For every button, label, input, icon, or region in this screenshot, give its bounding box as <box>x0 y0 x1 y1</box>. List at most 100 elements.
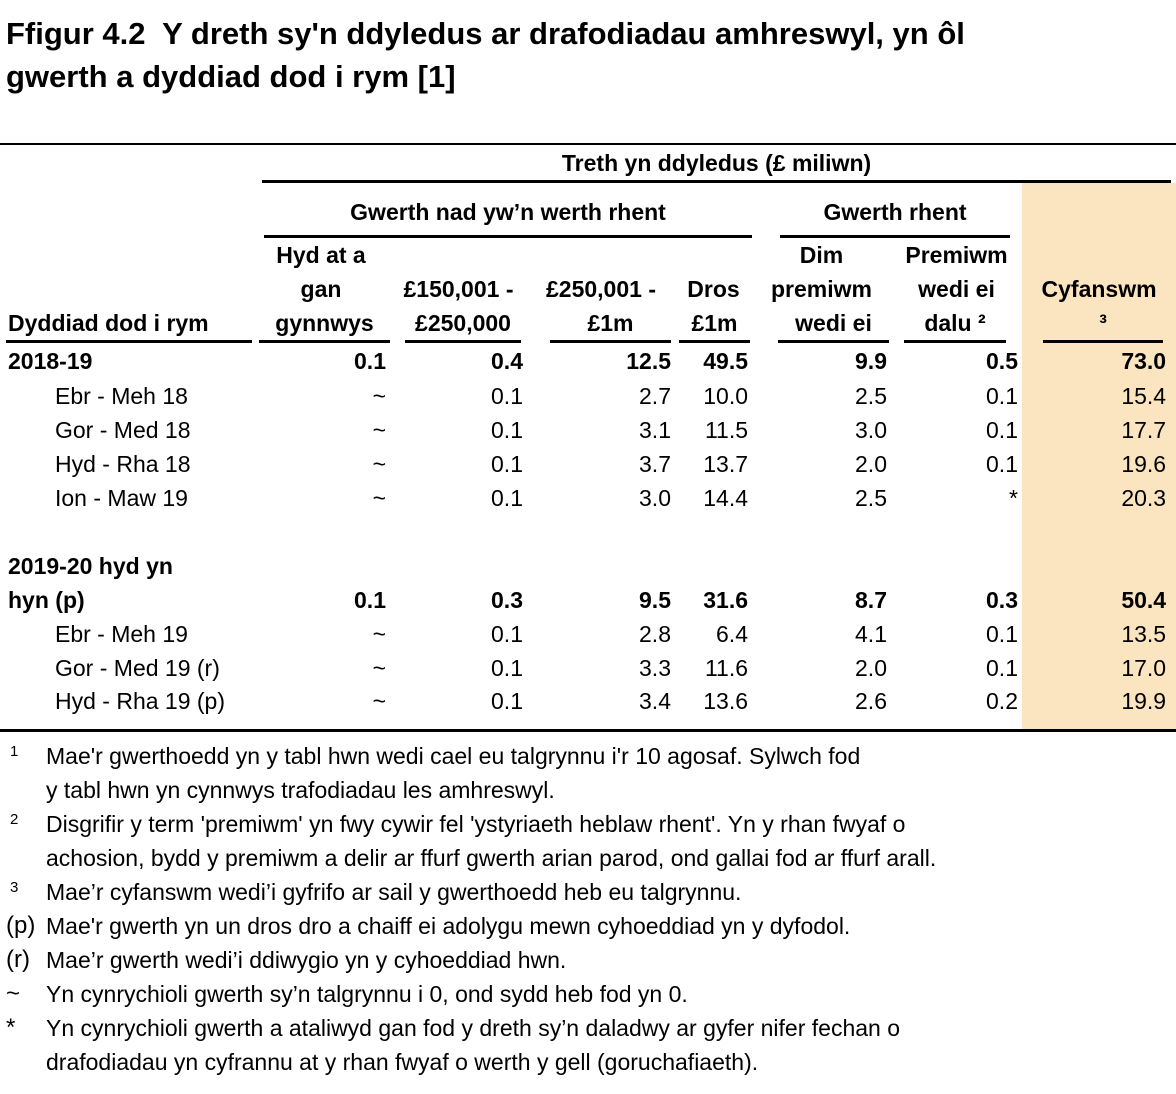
cell-value: 3.1 <box>639 416 671 443</box>
cell-value <box>752 515 891 549</box>
table-row: 2018-19 0.1 0.4 12.5 49.5 9.9 0.5 73.0 <box>0 343 1176 379</box>
footnote-marker: 1 <box>10 742 19 760</box>
row-label: Hyd - Rha 19 (p) <box>55 687 226 714</box>
cell-value: 2.7 <box>639 382 671 409</box>
cell-value: ~ <box>372 450 386 477</box>
cell-value: 0.1 <box>986 382 1018 409</box>
cell-value: 14.4 <box>703 484 748 511</box>
footnote: * Yn cynrychioli gwerth a ataliwyd gan fo… <box>0 1011 1176 1079</box>
total-value <box>1022 549 1176 583</box>
row-label: 2018-19 <box>8 347 93 374</box>
cell-value <box>891 549 1022 583</box>
row-label: Ebr - Meh 18 <box>55 382 188 409</box>
column-header: £250,001 - <box>546 276 656 302</box>
group-header-row: Gwerth nad yw’n werth rhent Gwerth rhent <box>0 183 1176 238</box>
cell-value: * <box>1009 484 1018 511</box>
cell-value: 9.9 <box>855 347 887 374</box>
table-row: Ebr - Meh 19 ~0.1 2.8 6.4 4.1 0.1 13.5 <box>0 617 1176 651</box>
total-value: 17.0 <box>1022 651 1176 685</box>
cell-value: ~ <box>372 620 386 647</box>
cell-value: 0.1 <box>986 416 1018 443</box>
footnote-text: Mae’r cyfanswm wedi’i gyfrifo ar sail y … <box>46 878 742 905</box>
cell-value <box>675 549 752 583</box>
row-label <box>0 515 252 549</box>
column-header: wedi ei <box>918 276 995 302</box>
cell-value: 0.1 <box>354 347 386 374</box>
footnote-marker: 3 <box>10 878 19 896</box>
row-label: 2019-20 hyd yn <box>8 552 173 579</box>
cell-value <box>527 515 675 549</box>
cell-value: 11.5 <box>704 416 748 443</box>
footnote-text: Yn cynrychioli gwerth sy’n talgrynnu i 0… <box>46 980 688 1007</box>
cell-value: ~ <box>372 382 386 409</box>
empty-header-cell <box>0 272 252 306</box>
top-header-row: Treth yn ddyledus (£ miliwn) <box>0 144 1176 183</box>
cell-value: 0.1 <box>986 620 1018 647</box>
cell-value: 0.1 <box>491 484 523 511</box>
cell-value: 0.1 <box>491 654 523 681</box>
table-row: Gor - Med 19 (r) ~0.1 3.3 11.6 2.0 0.1 17.0 <box>0 651 1176 685</box>
total-value <box>1022 515 1176 549</box>
footnote-text: Mae'r gwerthoedd yn y tabl hwn wedi cael… <box>46 742 861 803</box>
empty-header-cell <box>0 238 252 272</box>
column-header: £1m <box>675 306 752 343</box>
column-header-row-a: Hyd at a Dim Premiwm <box>0 238 1176 272</box>
column-header-row-b: gan £150,001 - £250,001 - Dros premiwm w… <box>0 272 1176 306</box>
empty-header-cell <box>527 238 675 272</box>
cell-value: 10.0 <box>703 382 748 409</box>
footnote-marker: ~ <box>6 979 21 1007</box>
footnote: 3 Mae’r cyfanswm wedi’i gyfrifo ar sail y… <box>0 875 1176 909</box>
column-header: £150,001 - <box>403 276 514 302</box>
footnote-marker: 2 <box>10 810 19 828</box>
cell-value: 49.5 <box>703 347 748 374</box>
row-label: hyn (p) <box>8 586 85 613</box>
cell-value <box>252 515 390 549</box>
column-header: gynnwys <box>252 306 390 343</box>
table-row: Hyd - Rha 18 ~0.1 3.7 13.7 2.0 0.1 19.6 <box>0 447 1176 481</box>
column-header-total-footnote: ³ <box>1022 306 1176 343</box>
footnote: (r) Mae’r gwerth wedi’i ddiwygio yn y cyh… <box>0 943 1176 977</box>
column-header: £1m <box>527 306 675 343</box>
column-header-total: Cyfanswm <box>1022 272 1176 306</box>
row-label: Ion - Maw 19 <box>55 484 188 511</box>
cell-value: 0.1 <box>491 382 523 409</box>
table-row: hyn (p) 0.1 0.3 9.5 31.6 8.7 0.3 50.4 <box>0 583 1176 617</box>
column-header: Dros <box>687 276 740 302</box>
cell-value: ~ <box>372 416 386 443</box>
header-group-non-rent-label: Gwerth nad yw’n werth rhent <box>264 193 752 238</box>
column-header-date-label: Dyddiad dod i rym <box>6 310 252 343</box>
cell-value: 2.0 <box>855 654 887 681</box>
cell-value: 0.1 <box>986 654 1018 681</box>
total-value: 20.3 <box>1022 481 1176 515</box>
cell-value: ~ <box>372 687 386 714</box>
header-tax-due: Treth yn ddyledus (£ miliwn) <box>252 144 1176 183</box>
column-header: Dim <box>799 242 844 268</box>
cell-value: 0.2 <box>986 687 1018 714</box>
cell-value: 31.6 <box>703 586 748 613</box>
total-value: 73.0 <box>1022 343 1176 379</box>
cell-value: 0.1 <box>491 620 523 647</box>
column-header: £250,000 <box>390 306 527 343</box>
cell-value <box>390 549 527 583</box>
column-header: gan <box>300 276 342 302</box>
total-value: 19.6 <box>1022 447 1176 481</box>
table-row: Ion - Maw 19 ~0.1 3.0 14.4 2.5 * 20.3 <box>0 481 1176 515</box>
cell-value: 2.6 <box>855 687 887 714</box>
cell-value: ~ <box>372 654 386 681</box>
cell-value: 0.1 <box>491 687 523 714</box>
cell-value: ~ <box>372 484 386 511</box>
cell-value: 6.4 <box>716 620 748 647</box>
cell-value: 9.5 <box>639 586 671 613</box>
cell-value: 0.1 <box>491 450 523 477</box>
cell-value: 12.5 <box>626 347 671 374</box>
empty-header-cell <box>0 144 252 183</box>
cell-value: 13.6 <box>703 687 748 714</box>
total-column-header-cell <box>1022 183 1176 238</box>
footnote: ~ Yn cynrychioli gwerth sy’n talgrynnu i … <box>0 977 1176 1011</box>
cell-value: 3.3 <box>639 654 671 681</box>
footnote-text: Disgrifir y term 'premiwm' yn fwy cywir … <box>46 810 937 871</box>
table-row: Ebr - Meh 18 ~0.1 2.7 10.0 2.5 0.1 15.4 <box>0 379 1176 413</box>
cell-value: 13.7 <box>703 450 748 477</box>
spacer-row <box>0 515 1176 549</box>
tax-due-table: Treth yn ddyledus (£ miliwn) Gwerth nad … <box>0 143 1176 732</box>
